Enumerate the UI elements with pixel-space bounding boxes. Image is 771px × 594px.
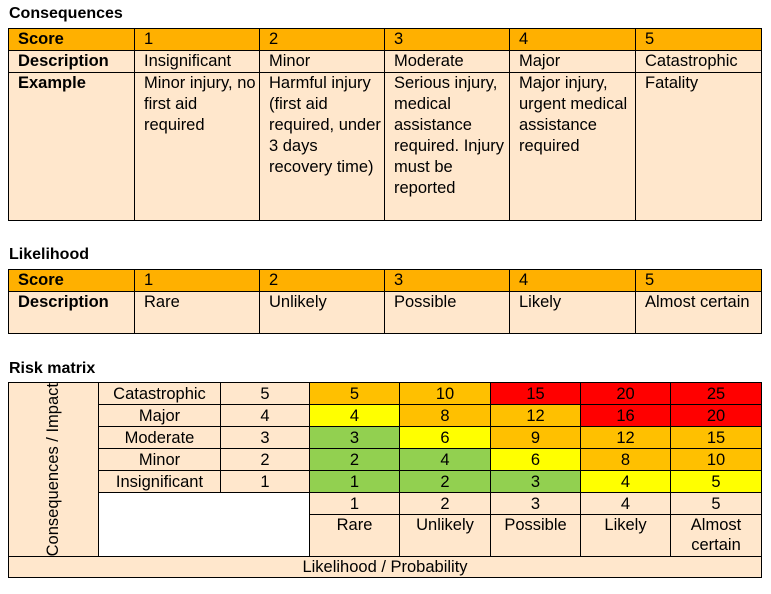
risk-cell: 8: [580, 448, 671, 471]
matrix-row-score: 4: [220, 404, 310, 427]
likelihood-score-4: 4: [509, 269, 636, 292]
consequence-score-2: 2: [259, 28, 385, 51]
risk-cell: 15: [670, 426, 762, 449]
matrix-likelihood-score: 2: [399, 491, 491, 516]
risk-cell: 20: [580, 382, 671, 405]
matrix-likelihood-label: Likely: [580, 514, 671, 558]
consequences-impact-axis-label: Consequences / Impact: [8, 381, 99, 558]
consequence-example-2: Harmful injury (first aid required, unde…: [259, 72, 385, 221]
risk-cell: 4: [309, 404, 400, 427]
risk-cell: 2: [309, 448, 400, 471]
risk-cell: 8: [399, 404, 491, 427]
risk-cell: 12: [490, 404, 581, 427]
risk-cell: 20: [670, 404, 762, 427]
consequence-description-3: Moderate: [384, 50, 510, 73]
likelihood-score-label: Score: [8, 269, 135, 292]
consequences-description-label: Description: [8, 50, 135, 73]
risk-cell: 15: [490, 382, 581, 405]
likelihood-score-2: 2: [259, 269, 385, 292]
matrix-row-score: 1: [220, 470, 310, 493]
risk-cell: 9: [490, 426, 581, 449]
consequences-table: Score 1 2 3 4 5 Description Insignifican…: [8, 28, 762, 221]
likelihood-description-2: Unlikely: [259, 291, 385, 334]
likelihood-description-5: Almost certain: [635, 291, 762, 334]
risk-cell: 4: [399, 448, 491, 471]
risk-cell: 5: [670, 470, 762, 493]
likelihood-table: Score 1 2 3 4 5 Description Rare Unlikel…: [8, 269, 762, 334]
consequences-score-label: Score: [8, 28, 135, 51]
risk-cell: 3: [490, 470, 581, 493]
likelihood-description-3: Possible: [384, 291, 510, 334]
risk-cell: 10: [670, 448, 762, 471]
matrix-likelihood-score: 4: [580, 491, 671, 516]
consequence-description-1: Insignificant: [134, 50, 260, 73]
matrix-row-label-major: Major: [98, 404, 221, 427]
risk-cell: 5: [309, 382, 400, 405]
risk-cell: 16: [580, 404, 671, 427]
consequence-score-5: 5: [635, 28, 762, 51]
matrix-likelihood-score: 5: [670, 491, 762, 516]
risk-cell: 25: [670, 382, 762, 405]
risk-matrix-table: Consequences / Impact Catastrophic 5 5 10 15 2…: [8, 381, 762, 579]
consequence-example-1: Minor injury, no first aid required: [134, 72, 260, 221]
consequence-example-5: Fatality: [635, 72, 762, 221]
consequences-example-label: Example: [8, 72, 135, 221]
likelihood-score-1: 1: [134, 269, 260, 292]
risk-cell: 2: [399, 470, 491, 493]
likelihood-description-label: Description: [8, 291, 135, 334]
matrix-row-score: 2: [220, 448, 310, 471]
likelihood-description-4: Likely: [509, 291, 636, 334]
consequence-description-5: Catastrophic: [635, 50, 762, 73]
matrix-likelihood-label: Rare: [309, 514, 400, 558]
risk-matrix-heading: Risk matrix: [9, 360, 96, 377]
consequence-score-3: 3: [384, 28, 510, 51]
matrix-row-label-moderate: Moderate: [98, 426, 221, 449]
matrix-likelihood-label: Almost certain: [670, 514, 762, 558]
likelihood-description-1: Rare: [134, 291, 260, 334]
matrix-likelihood-score: 1: [309, 491, 400, 516]
consequence-description-2: Minor: [259, 50, 385, 73]
risk-cell: 6: [490, 448, 581, 471]
y-axis-label-text: Consequences / Impact: [44, 383, 62, 557]
matrix-blank-cell: [98, 491, 310, 558]
risk-cell: 3: [309, 426, 400, 449]
matrix-row-score: 3: [220, 426, 310, 449]
matrix-row-score: 5: [220, 382, 310, 405]
risk-cell: 4: [580, 470, 671, 493]
risk-cell: 12: [580, 426, 671, 449]
risk-cell: 6: [399, 426, 491, 449]
likelihood-score-3: 3: [384, 269, 510, 292]
matrix-row-label-insignificant: Insignificant: [98, 470, 221, 493]
likelihood-probability-axis-label: Likelihood / Probability: [8, 556, 762, 579]
risk-cell: 10: [399, 382, 491, 405]
consequence-score-1: 1: [134, 28, 260, 51]
likelihood-score-5: 5: [635, 269, 762, 292]
likelihood-heading: Likelihood: [9, 246, 89, 263]
risk-cell: 1: [309, 470, 400, 493]
matrix-row-label-minor: Minor: [98, 448, 221, 471]
consequence-description-4: Major: [509, 50, 636, 73]
matrix-row-label-catastrophic: Catastrophic: [98, 382, 221, 405]
consequence-example-3: Serious injury, medical assistance requi…: [384, 72, 510, 221]
consequence-score-4: 4: [509, 28, 636, 51]
matrix-likelihood-score: 3: [490, 491, 581, 516]
matrix-likelihood-label: Unlikely: [399, 514, 491, 558]
consequence-example-4: Major injury, urgent medical assistance …: [509, 72, 636, 221]
matrix-likelihood-label: Possible: [490, 514, 581, 558]
consequences-heading: Consequences: [9, 5, 123, 22]
